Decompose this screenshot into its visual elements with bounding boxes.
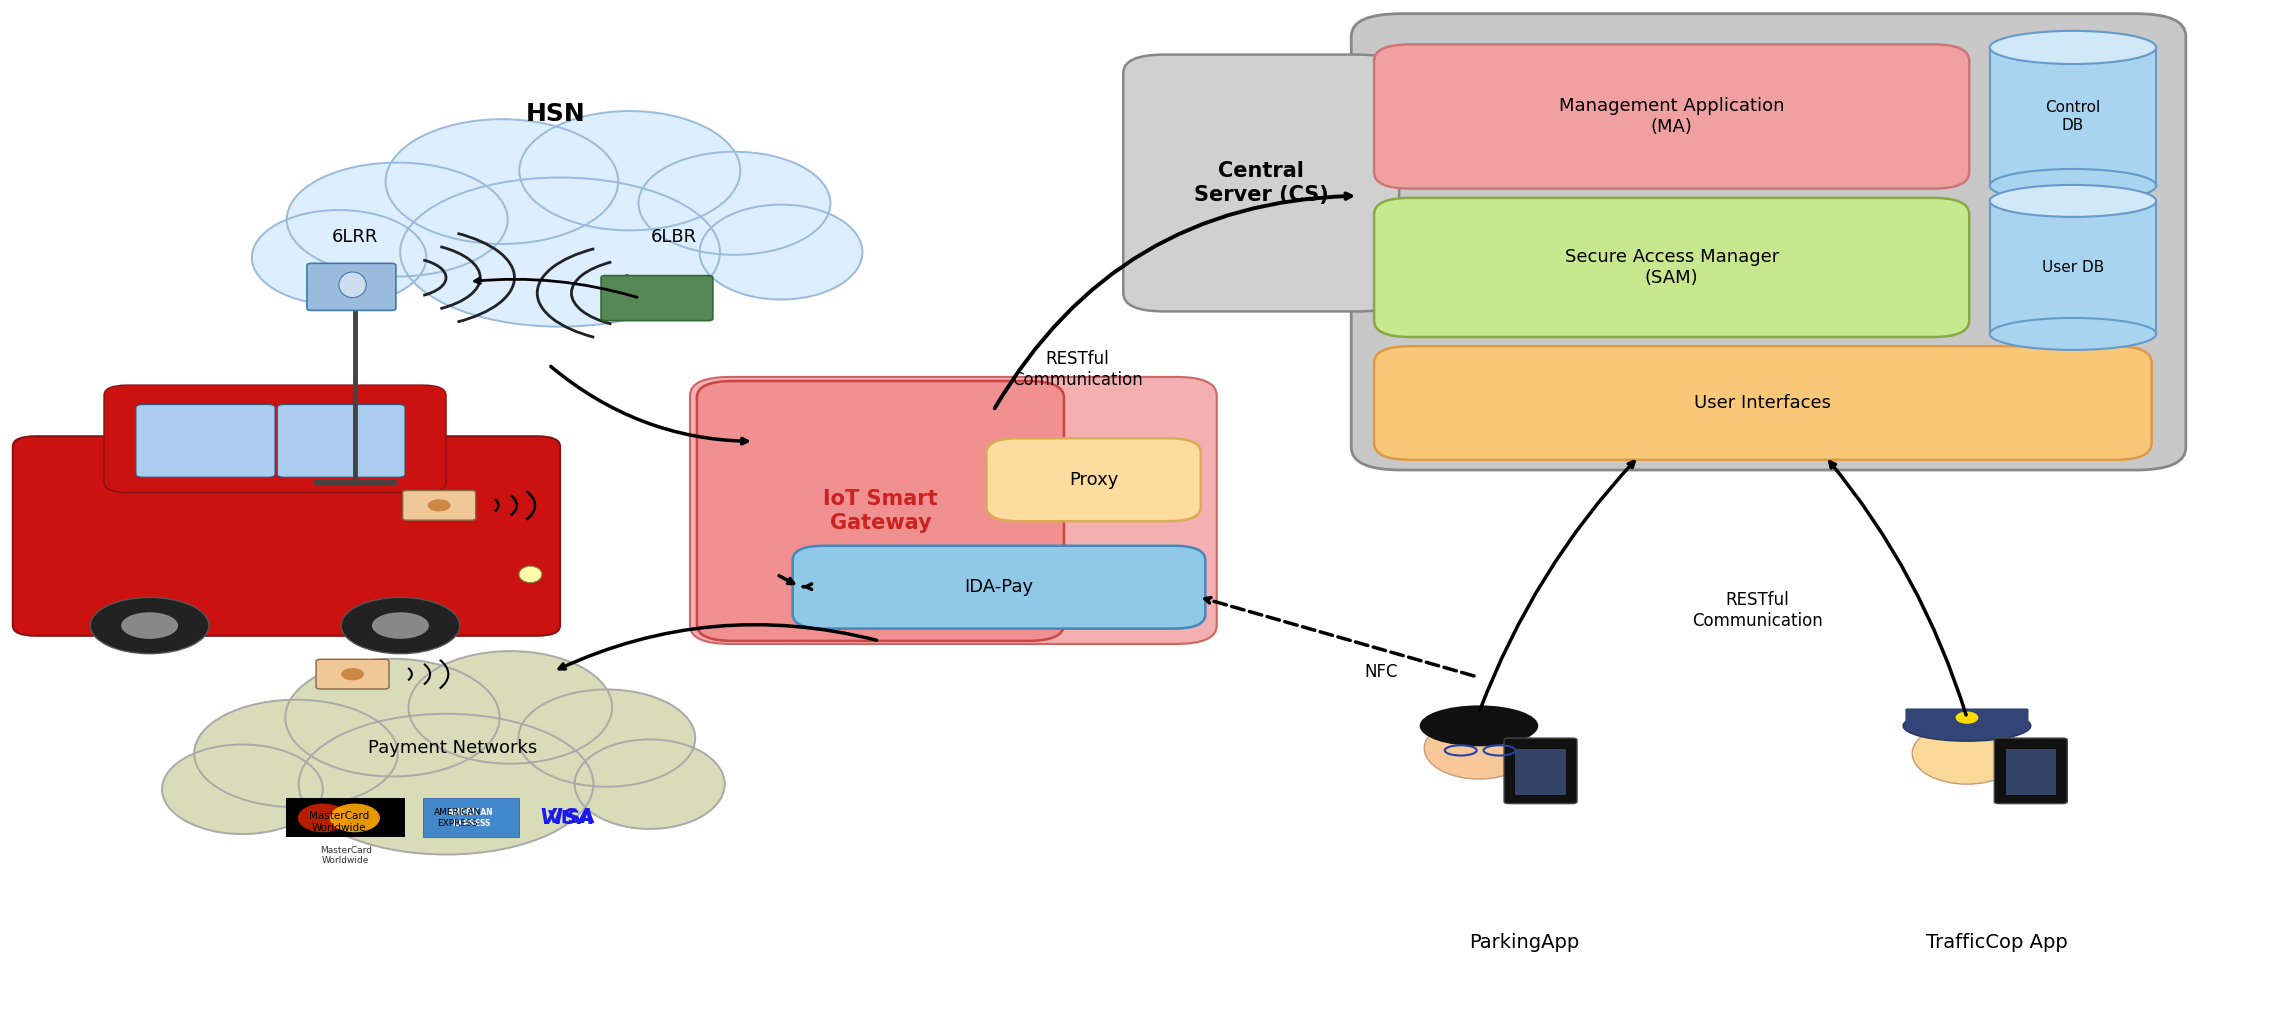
- FancyBboxPatch shape: [315, 660, 388, 689]
- Ellipse shape: [518, 566, 541, 583]
- FancyBboxPatch shape: [792, 546, 1205, 629]
- Text: AMERICAN
EXPRESS: AMERICAN EXPRESS: [447, 808, 493, 828]
- Ellipse shape: [194, 700, 397, 807]
- FancyBboxPatch shape: [986, 438, 1201, 521]
- FancyBboxPatch shape: [689, 377, 1217, 644]
- Text: MasterCard
Worldwide: MasterCard Worldwide: [308, 812, 370, 833]
- Text: Secure Access Manager
(SAM): Secure Access Manager (SAM): [1564, 248, 1778, 287]
- FancyBboxPatch shape: [1504, 738, 1578, 803]
- Ellipse shape: [1904, 710, 2032, 741]
- Ellipse shape: [299, 714, 594, 855]
- Ellipse shape: [162, 745, 322, 834]
- Text: User Interfaces: User Interfaces: [1694, 394, 1831, 412]
- Ellipse shape: [285, 659, 500, 777]
- Ellipse shape: [288, 162, 507, 276]
- FancyBboxPatch shape: [14, 436, 559, 636]
- FancyBboxPatch shape: [1374, 198, 1970, 337]
- Text: Management Application
(MA): Management Application (MA): [1559, 97, 1785, 135]
- Ellipse shape: [1991, 169, 2155, 202]
- Text: Control
DB: Control DB: [2046, 101, 2100, 132]
- Ellipse shape: [297, 803, 347, 832]
- Bar: [285, 798, 404, 837]
- Ellipse shape: [1957, 711, 1979, 723]
- Ellipse shape: [340, 597, 459, 654]
- FancyBboxPatch shape: [696, 381, 1064, 641]
- Ellipse shape: [91, 597, 208, 654]
- Ellipse shape: [386, 119, 619, 244]
- FancyBboxPatch shape: [402, 490, 475, 520]
- Ellipse shape: [372, 613, 429, 639]
- Text: Payment Networks: Payment Networks: [368, 740, 537, 757]
- Ellipse shape: [699, 204, 863, 300]
- FancyBboxPatch shape: [600, 276, 712, 321]
- Ellipse shape: [518, 111, 740, 231]
- FancyBboxPatch shape: [1352, 13, 2185, 470]
- Ellipse shape: [1420, 705, 1539, 746]
- Ellipse shape: [338, 272, 365, 298]
- FancyBboxPatch shape: [1991, 47, 2155, 186]
- Text: IoT Smart
Gateway: IoT Smart Gateway: [824, 489, 938, 532]
- Text: IDA-Pay: IDA-Pay: [963, 579, 1034, 596]
- Text: User DB: User DB: [2041, 260, 2105, 275]
- FancyBboxPatch shape: [1991, 201, 2155, 333]
- FancyBboxPatch shape: [1374, 44, 1970, 189]
- Ellipse shape: [518, 689, 696, 787]
- FancyBboxPatch shape: [306, 264, 395, 311]
- Ellipse shape: [639, 152, 831, 254]
- Text: MasterCard
Worldwide: MasterCard Worldwide: [320, 845, 372, 865]
- Text: 6LRR: 6LRR: [331, 228, 379, 246]
- Text: TrafficCop App: TrafficCop App: [1925, 934, 2068, 952]
- Text: AMERICAN
EXPRESS: AMERICAN EXPRESS: [434, 808, 482, 828]
- Ellipse shape: [1991, 31, 2155, 64]
- Ellipse shape: [400, 177, 719, 326]
- Text: Central
Server (CS): Central Server (CS): [1194, 161, 1329, 204]
- Text: RESTful
Communication: RESTful Communication: [1011, 350, 1144, 389]
- Ellipse shape: [575, 740, 724, 829]
- Ellipse shape: [340, 668, 363, 680]
- Ellipse shape: [409, 652, 612, 763]
- FancyBboxPatch shape: [137, 404, 274, 477]
- Ellipse shape: [1991, 185, 2155, 216]
- Text: VISA: VISA: [548, 808, 596, 827]
- Text: Proxy: Proxy: [1068, 471, 1119, 488]
- Text: RESTful
Communication: RESTful Communication: [1692, 591, 1822, 630]
- Text: ParkingApp: ParkingApp: [1470, 934, 1580, 952]
- Ellipse shape: [251, 210, 427, 305]
- Ellipse shape: [121, 613, 178, 639]
- Text: HSN: HSN: [525, 102, 584, 126]
- Ellipse shape: [427, 500, 450, 512]
- Text: 6LBR: 6LBR: [651, 228, 696, 246]
- Ellipse shape: [1991, 318, 2155, 350]
- FancyBboxPatch shape: [1374, 346, 2151, 460]
- Text: NFC: NFC: [1365, 663, 1397, 680]
- FancyBboxPatch shape: [1123, 54, 1399, 312]
- FancyBboxPatch shape: [105, 385, 445, 492]
- Ellipse shape: [1913, 722, 2023, 784]
- FancyBboxPatch shape: [1516, 749, 1566, 795]
- FancyBboxPatch shape: [1906, 708, 2030, 726]
- Ellipse shape: [329, 803, 379, 832]
- Ellipse shape: [1425, 717, 1534, 779]
- FancyBboxPatch shape: [1995, 738, 2068, 803]
- FancyBboxPatch shape: [276, 404, 404, 477]
- Text: VISA: VISA: [539, 807, 594, 828]
- FancyBboxPatch shape: [2007, 749, 2057, 795]
- Bar: [422, 798, 518, 837]
